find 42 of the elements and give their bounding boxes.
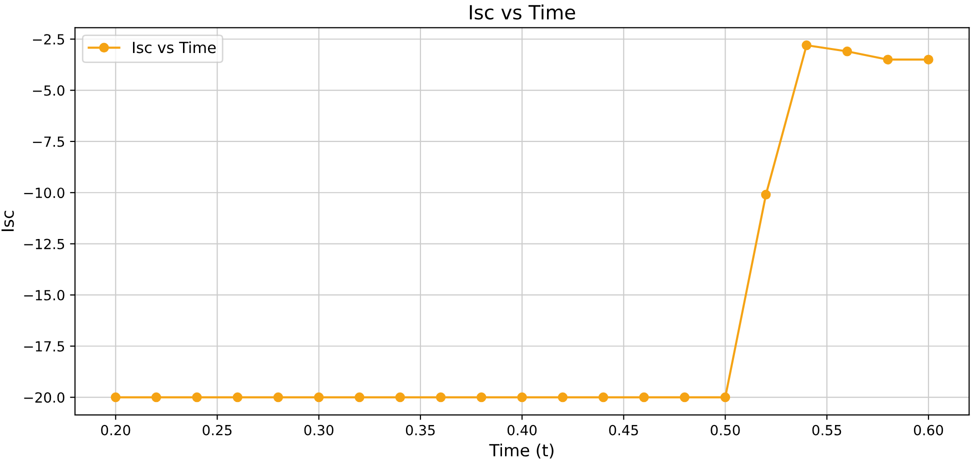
x-tick-label: 0.50 bbox=[710, 424, 740, 436]
point bbox=[680, 392, 690, 402]
x-tick-label: 0.30 bbox=[304, 424, 334, 436]
point bbox=[476, 392, 486, 402]
y-tick-label: −2.5 bbox=[33, 34, 64, 45]
point bbox=[151, 392, 162, 402]
y-tick-label: −10.0 bbox=[24, 188, 64, 198]
x-tick-label: 0.25 bbox=[202, 424, 232, 436]
point bbox=[842, 46, 852, 56]
point bbox=[395, 392, 405, 402]
point bbox=[110, 392, 120, 402]
point bbox=[273, 392, 284, 402]
y-tick-label: −12.5 bbox=[24, 238, 64, 250]
point bbox=[639, 392, 649, 402]
point bbox=[882, 54, 893, 64]
y-tick-label: −15.0 bbox=[24, 290, 64, 300]
point bbox=[517, 392, 527, 402]
x-axis-title: Time (t) bbox=[489, 444, 554, 458]
x-tick-label: 0.60 bbox=[914, 424, 944, 436]
y-axis-title: Isc bbox=[2, 210, 14, 232]
x-tick-label: 0.35 bbox=[406, 424, 435, 436]
y-tick-label: −17.5 bbox=[24, 341, 64, 352]
point bbox=[598, 392, 608, 402]
chart-title: Isc vs Time bbox=[470, 4, 576, 20]
point bbox=[314, 392, 324, 402]
x-tick-label: 0.20 bbox=[101, 424, 130, 436]
point bbox=[354, 392, 364, 402]
point bbox=[436, 392, 446, 402]
point bbox=[720, 392, 730, 402]
y-tick-label: −20.0 bbox=[24, 392, 64, 403]
point bbox=[558, 392, 568, 402]
point bbox=[192, 392, 202, 402]
x-tick-label: 0.45 bbox=[609, 424, 638, 436]
y-tick-label: −7.5 bbox=[33, 136, 64, 147]
point bbox=[761, 190, 771, 200]
point bbox=[924, 54, 934, 64]
x-tick-label: 0.40 bbox=[508, 424, 537, 436]
legend-label: Isc vs Time bbox=[133, 41, 216, 54]
x-tick-label: 0.55 bbox=[812, 424, 842, 436]
point bbox=[232, 392, 242, 402]
y-tick-label: −5.0 bbox=[33, 85, 64, 96]
point bbox=[802, 40, 812, 50]
